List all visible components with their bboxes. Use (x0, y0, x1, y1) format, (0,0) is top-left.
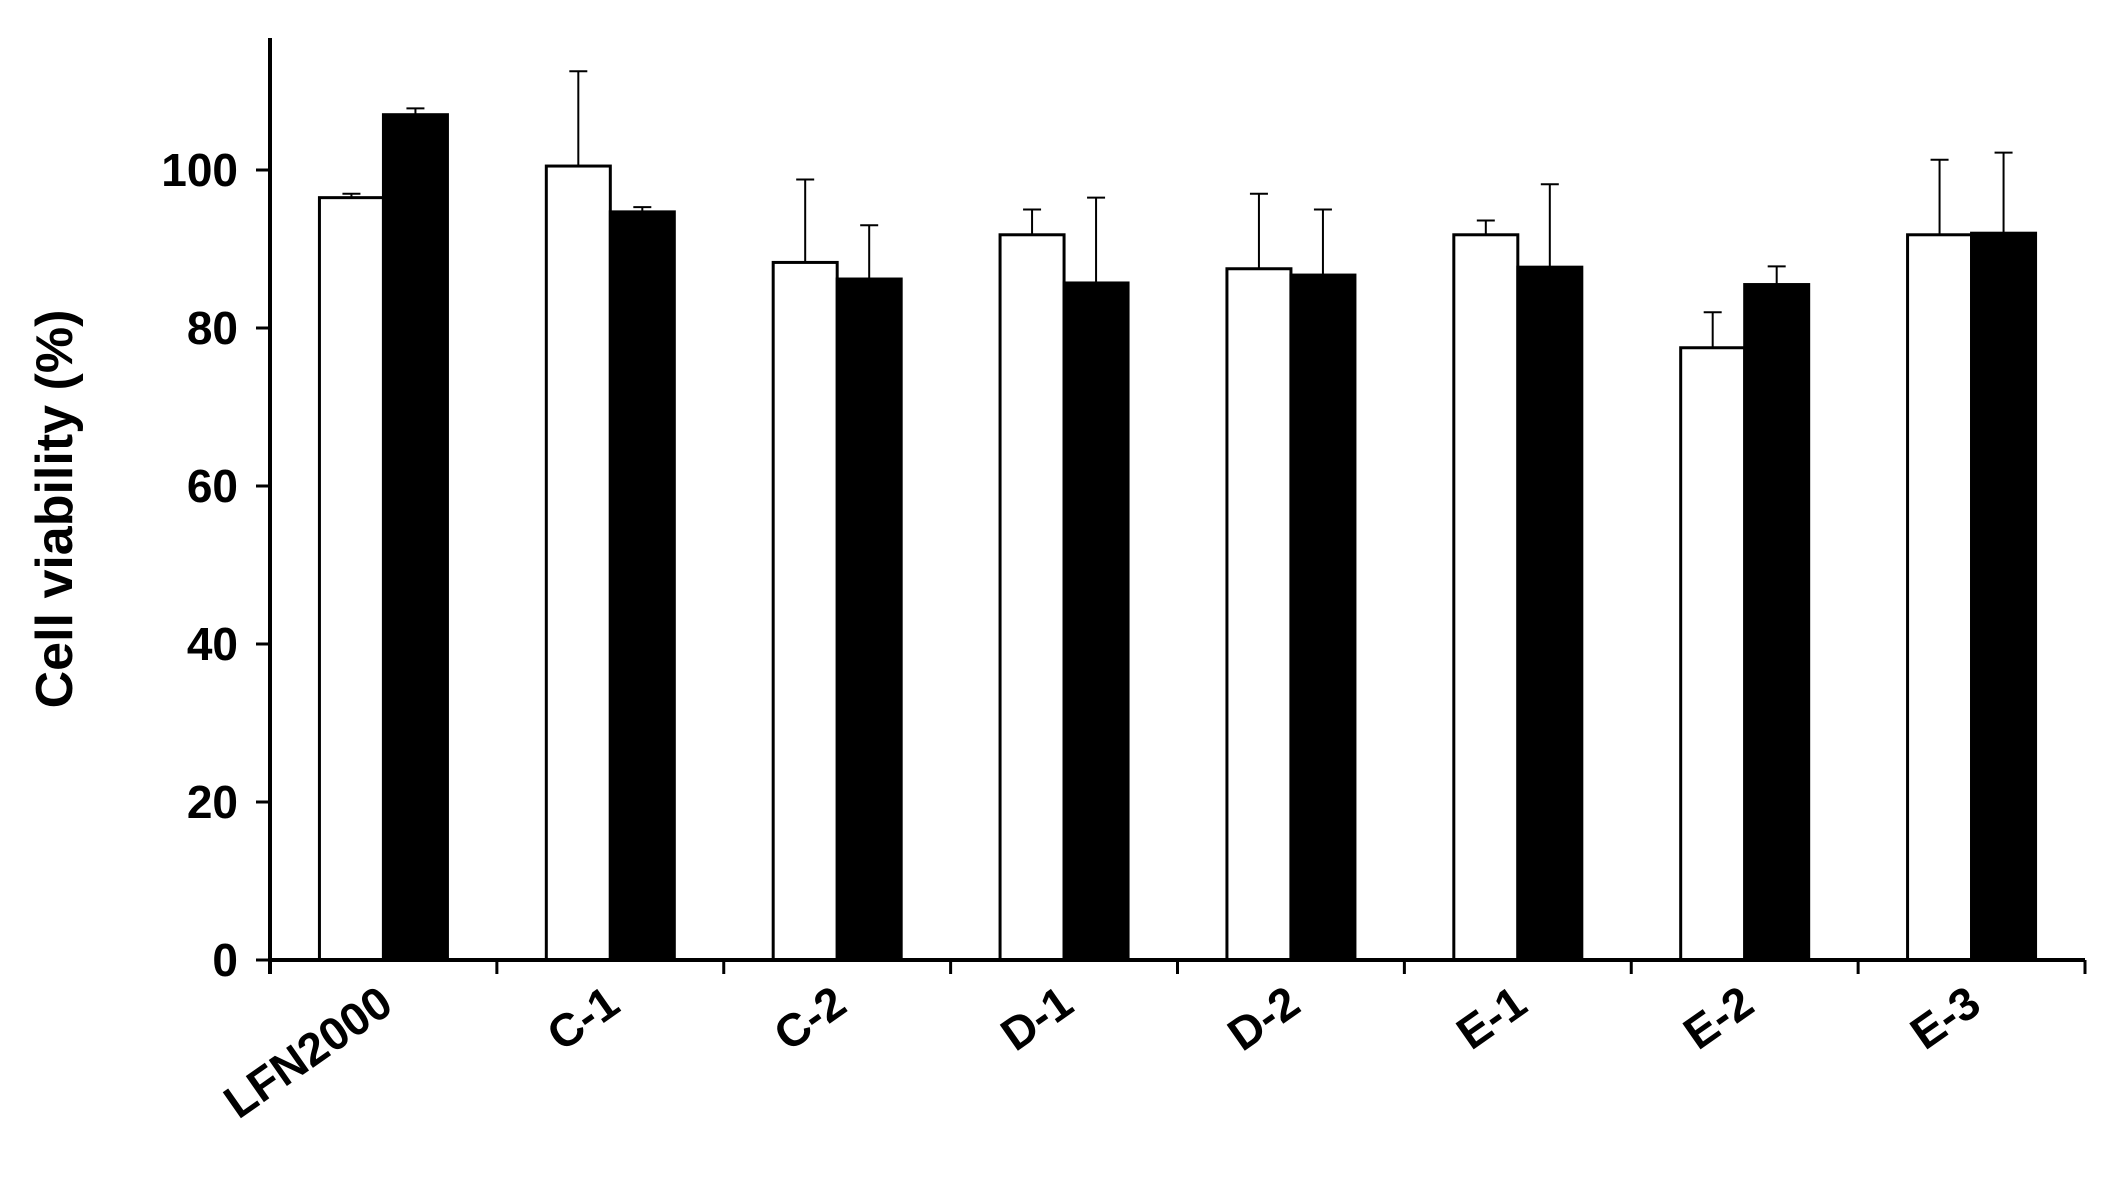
bar-e-1-series-2 (1516, 265, 1584, 962)
axes-layer (268, 38, 2085, 974)
y-tick-label-40: 40 (187, 618, 238, 670)
bar-lfn2000-series-2 (381, 113, 449, 962)
bar-e-2-series-1 (1679, 346, 1747, 962)
bar-c-1-series-2 (608, 210, 676, 962)
x-tick-label-d-2: D-2 (1218, 976, 1309, 1061)
bar-e-2-series-2 (1743, 283, 1811, 962)
y-axis-label-group: Cell viability (%) (26, 310, 84, 709)
y-tick-label-20: 20 (187, 776, 238, 828)
bar-e-3-series-1 (1906, 233, 1974, 962)
y-tick-label-0: 0 (212, 934, 238, 986)
bar-c-2-series-2 (835, 277, 903, 962)
y-axis-label: Cell viability (%) (26, 310, 84, 709)
y-tick-label-60: 60 (187, 460, 238, 512)
y-tick-label-100: 100 (161, 144, 238, 196)
bar-e-1-series-1 (1452, 233, 1520, 962)
bars-layer (317, 70, 2038, 962)
bar-lfn2000-series-1 (317, 196, 385, 962)
x-tick-label-lfn2000: LFN2000 (214, 976, 401, 1129)
bar-c-2-series-1 (771, 260, 839, 962)
bar-c-1-series-1 (544, 164, 612, 962)
bar-e-3-series-2 (1970, 231, 2038, 962)
x-tick-label-e-2: E-2 (1674, 976, 1762, 1060)
x-tick-label-c-1: C-1 (538, 976, 629, 1061)
x-tick-label-c-2: C-2 (764, 976, 855, 1061)
y-tick-label-80: 80 (187, 302, 238, 354)
x-tick-label-e-3: E-3 (1901, 976, 1989, 1060)
bar-d-2-series-2 (1289, 273, 1357, 962)
bar-d-2-series-1 (1225, 267, 1293, 962)
bar-d-1-series-2 (1062, 281, 1130, 962)
bar-d-1-series-1 (998, 233, 1066, 962)
x-tick-label-e-1: E-1 (1447, 976, 1535, 1060)
x-tick-label-d-1: D-1 (991, 976, 1082, 1061)
